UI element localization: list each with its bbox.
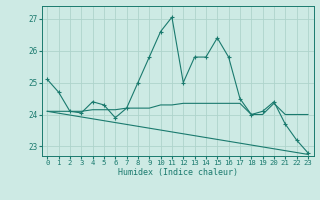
X-axis label: Humidex (Indice chaleur): Humidex (Indice chaleur) (118, 168, 237, 177)
